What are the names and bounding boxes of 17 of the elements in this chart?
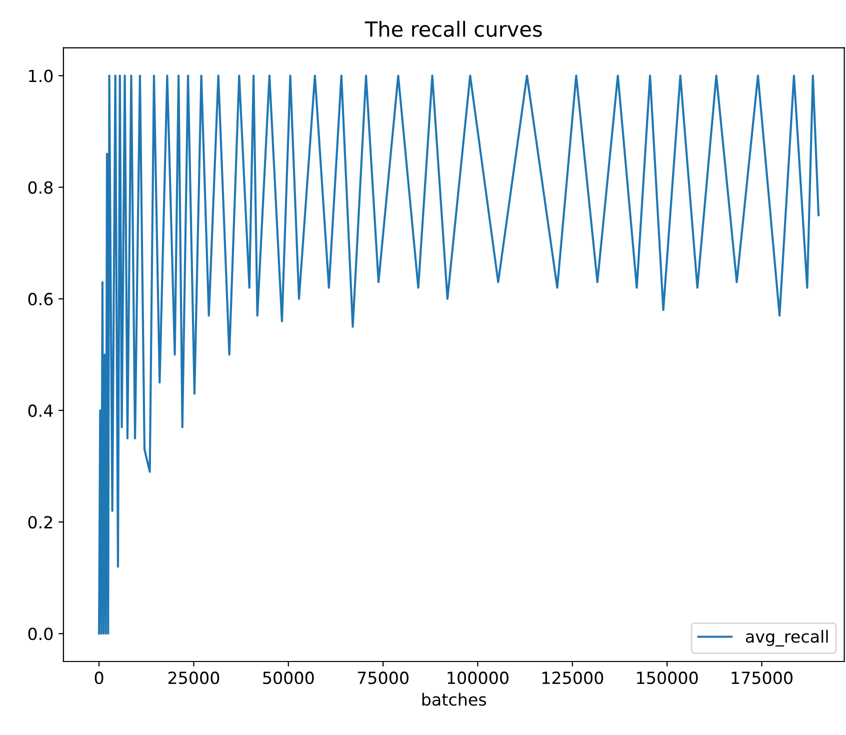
x-tick-label: 75000 [358, 672, 408, 684]
x-tick-label: 0 [94, 672, 104, 684]
x-tick-label: 175000 [732, 672, 792, 684]
x-tick-label: 50000 [263, 672, 314, 684]
y-tick-label: 1.0 [29, 70, 53, 82]
x-tick-label: 125000 [542, 672, 604, 684]
legend-label: avg_recall [746, 630, 828, 646]
y-tick-label: 0.0 [28, 628, 53, 640]
chart-title: The recall curves [364, 20, 542, 37]
x-axis-title: batches [422, 692, 486, 706]
x-tick-label: 25000 [168, 672, 220, 684]
x-tick-label: 100000 [448, 672, 508, 684]
y-tick-label: 0.4 [28, 404, 53, 417]
y-tick-label: 0.8 [28, 181, 53, 194]
y-tick-label: 0.2 [28, 516, 52, 529]
x-tick-label: 150000 [637, 672, 698, 684]
y-tick-label: 0.6 [28, 292, 53, 306]
